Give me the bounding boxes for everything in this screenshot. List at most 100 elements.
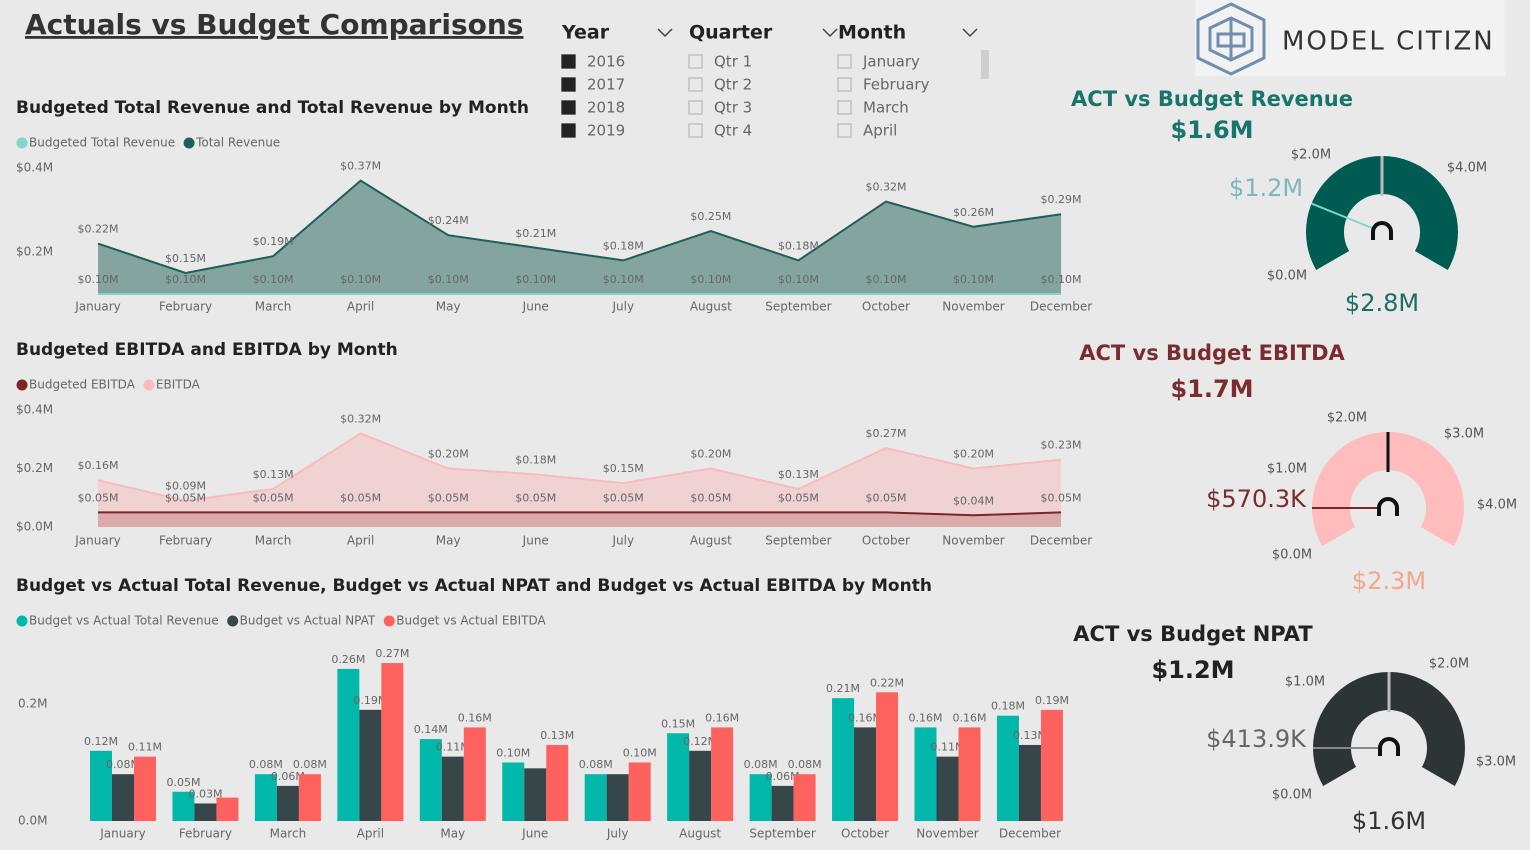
slicer-item[interactable]: 2019 (587, 122, 625, 140)
slicer-item[interactable]: March (863, 99, 909, 117)
legend-label: Budget vs Actual NPAT (240, 614, 376, 628)
bar (441, 756, 464, 821)
data-label: 0.08M (293, 758, 327, 771)
data-label: $0.37M (340, 160, 381, 173)
bar (359, 709, 382, 821)
slicer-item[interactable]: April (863, 122, 897, 140)
slicer-item[interactable]: Qtr 1 (714, 53, 752, 71)
data-label: 0.06M (766, 770, 800, 783)
x-tick-label: September (765, 300, 831, 314)
gauge-tick-label: $3.0M (1476, 755, 1516, 770)
x-tick-label: January (74, 534, 121, 548)
gauge-target-label: $1.2M (1229, 174, 1303, 202)
x-tick-label: May (440, 827, 465, 841)
bar (793, 774, 816, 821)
legend-marker (16, 379, 28, 391)
checkbox[interactable] (561, 54, 576, 69)
slicer-title: Quarter (689, 22, 773, 44)
dashboard-title: Actuals vs Budget Comparisons (25, 8, 523, 41)
slicer-item[interactable]: Qtr 3 (714, 99, 752, 117)
data-label: $0.23M (1041, 439, 1082, 452)
x-tick-label: September (765, 534, 831, 548)
checkbox[interactable] (561, 100, 576, 115)
checkbox[interactable] (688, 100, 703, 115)
bar (832, 698, 855, 821)
bar (958, 727, 981, 821)
checkbox[interactable] (688, 123, 703, 138)
bar (298, 774, 321, 821)
bar (749, 774, 772, 821)
legend-label: Budgeted Total Revenue (29, 136, 175, 150)
x-tick-label: November (942, 300, 1004, 314)
data-label: $0.05M (1041, 491, 1082, 504)
area-fill (98, 180, 1062, 294)
chart-title: Budgeted EBITDA and EBITDA by Month (16, 340, 398, 360)
x-tick-label: February (159, 300, 212, 314)
data-label: $0.10M (690, 273, 731, 286)
data-label: 0.15M (661, 717, 695, 730)
bar (502, 762, 525, 821)
y-tick-label: 0.0M (18, 814, 47, 828)
checkbox[interactable] (837, 100, 852, 115)
slicer-item[interactable]: January (862, 53, 920, 71)
y-tick-label: $0.2M (16, 461, 53, 475)
gauge-hub (1371, 221, 1393, 240)
slicer-item[interactable]: February (863, 76, 930, 94)
y-tick-label: $0.4M (16, 161, 53, 175)
checkbox[interactable] (561, 123, 576, 138)
slicer-dropdown[interactable] (822, 28, 838, 38)
x-tick-label: March (270, 827, 307, 841)
bar (936, 756, 959, 821)
gauge-tick-label: $4.0M (1477, 498, 1517, 513)
slicer-item[interactable]: Qtr 4 (714, 122, 752, 140)
data-label: $0.19M (253, 235, 294, 248)
series-line (98, 511, 1062, 517)
data-label: $0.05M (428, 491, 469, 504)
slicer-dropdown[interactable] (657, 28, 673, 38)
bar (381, 663, 404, 821)
x-tick-label: July (612, 300, 635, 314)
data-label: $0.10M (953, 273, 994, 286)
data-label: $0.22M (78, 223, 119, 236)
data-label: $0.10M (253, 273, 294, 286)
slicer-item[interactable]: Qtr 2 (714, 76, 752, 94)
x-tick-label: November (916, 827, 978, 841)
data-label: 0.10M (623, 747, 657, 760)
gauge-arc (1306, 155, 1458, 270)
checkbox[interactable] (561, 77, 576, 92)
data-label: $0.27M (865, 427, 906, 440)
data-label: $0.18M (515, 453, 556, 466)
data-label: $0.13M (253, 468, 294, 481)
slicer-title: Year (561, 22, 610, 44)
data-label: $0.05M (865, 491, 906, 504)
data-label: 0.16M (909, 711, 943, 724)
slicer-item[interactable]: 2016 (587, 53, 625, 71)
bar (996, 715, 1019, 821)
data-label: $0.10M (1041, 273, 1082, 286)
checkbox[interactable] (837, 54, 852, 69)
y-tick-label: 0.2M (18, 697, 47, 711)
checkbox[interactable] (688, 54, 703, 69)
bar (276, 785, 299, 821)
y-tick-label: $0.4M (16, 403, 53, 417)
slicer-item[interactable]: 2017 (587, 76, 625, 94)
bar (134, 756, 156, 821)
data-label: $0.15M (165, 252, 206, 265)
bar (876, 692, 899, 821)
data-label: 0.08M (249, 758, 283, 771)
x-tick-label: October (841, 827, 889, 841)
data-label: $0.05M (253, 491, 294, 504)
data-label: 0.16M (458, 711, 492, 724)
data-label: $0.10M (78, 273, 119, 286)
gauge-tick-label: $0.0M (1272, 548, 1312, 563)
checkbox[interactable] (688, 77, 703, 92)
checkbox[interactable] (837, 123, 852, 138)
data-label: $0.05M (165, 491, 206, 504)
data-label: $0.21M (515, 227, 556, 240)
slicer-dropdown[interactable] (962, 28, 978, 38)
gauge-max-label: $2.3M (1352, 567, 1426, 595)
x-tick-label: September (749, 827, 815, 841)
checkbox[interactable] (837, 77, 852, 92)
gauge-tick-label: $0.0M (1267, 269, 1307, 284)
slicer-item[interactable]: 2018 (587, 99, 625, 117)
